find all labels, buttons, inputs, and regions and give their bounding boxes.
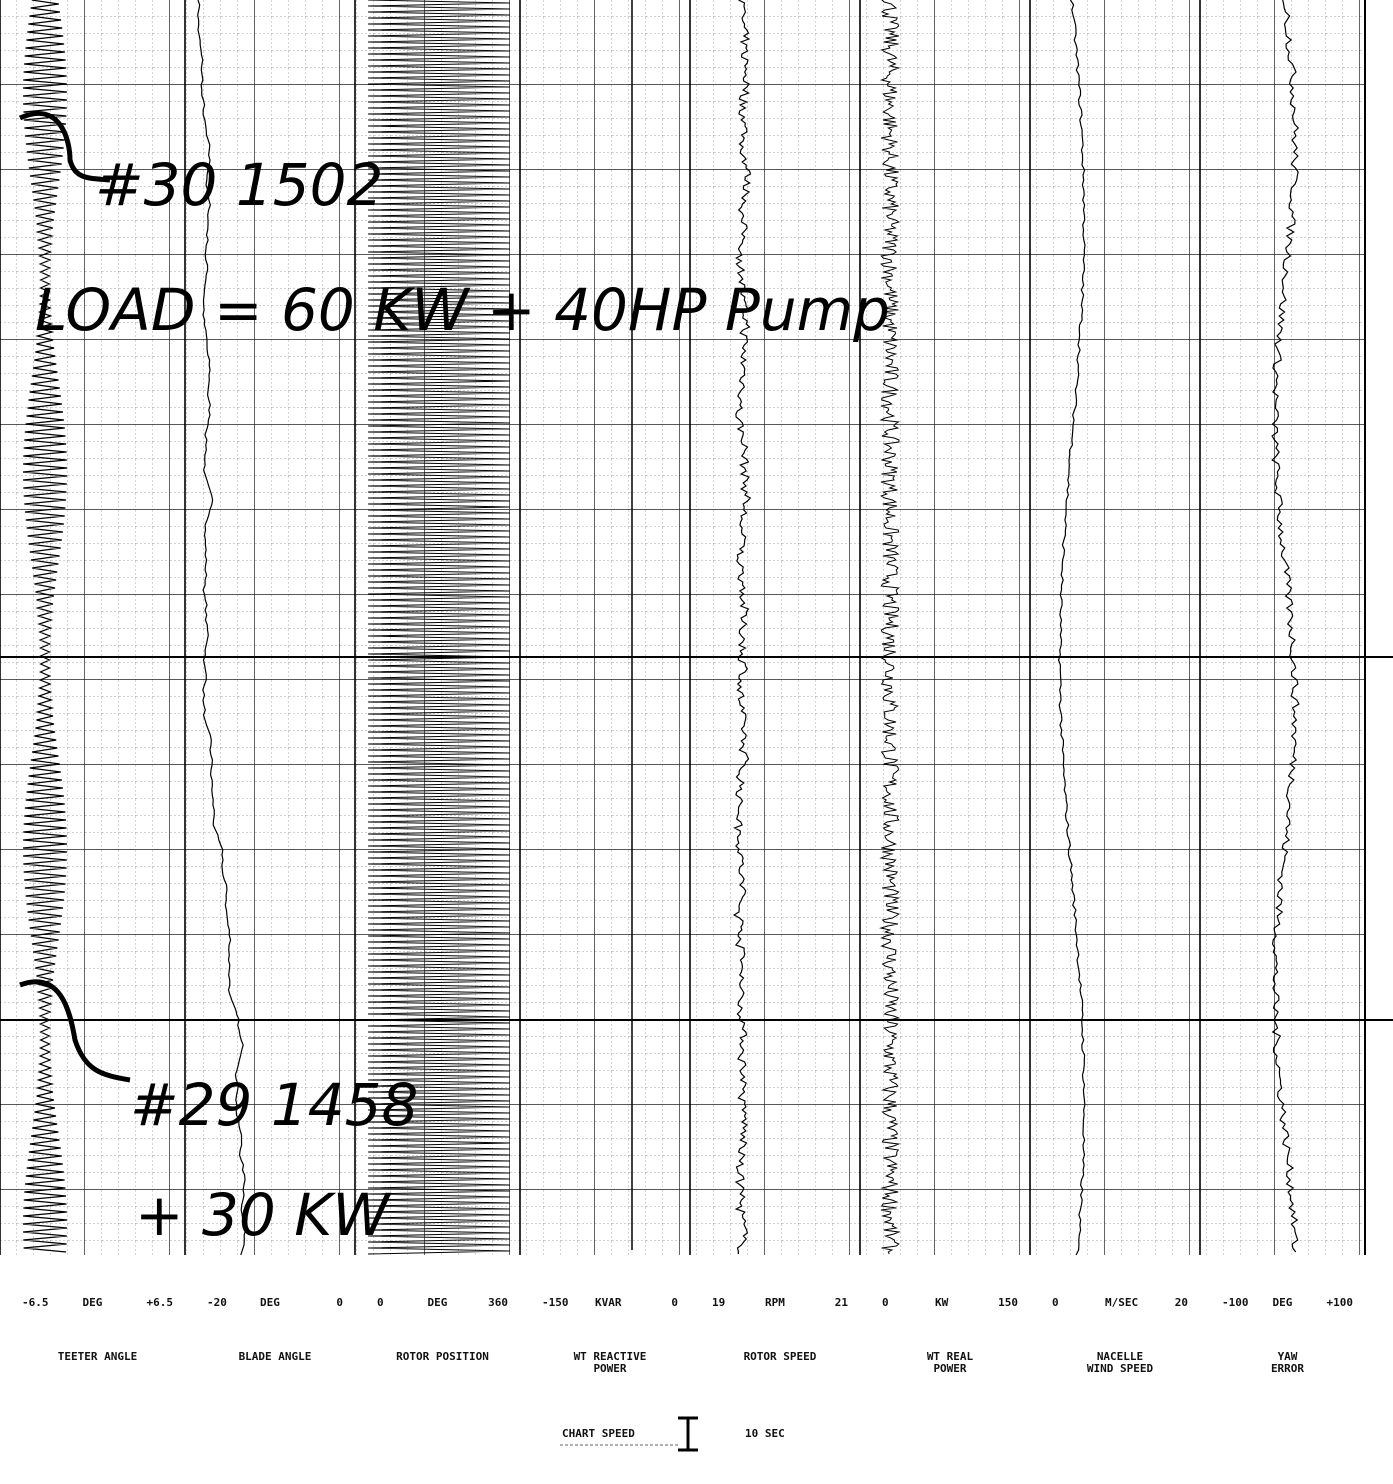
scale-unit: DEG <box>83 1296 103 1309</box>
chart-speed-value: 10 SEC <box>745 1427 785 1440</box>
channel-name: TEETER ANGLE <box>58 1350 137 1363</box>
channel-name: WT REAL <box>927 1350 974 1363</box>
annotation: #29 1458 <box>130 1071 418 1139</box>
scale-max: +100 <box>1327 1296 1354 1309</box>
scale-max: 21 <box>835 1296 849 1309</box>
scale-min: 0 <box>377 1296 384 1309</box>
channel-name: BLADE ANGLE <box>239 1350 312 1363</box>
scale-max: 20 <box>1175 1296 1188 1309</box>
scale-unit: RPM <box>765 1296 785 1309</box>
scale-max: 0 <box>671 1296 678 1309</box>
annotation: + 30 KW <box>135 1181 392 1249</box>
scale-unit: DEG <box>1273 1296 1293 1309</box>
scale-min: 0 <box>1052 1296 1059 1309</box>
channel-name: ROTOR POSITION <box>396 1350 489 1363</box>
scale-max: 360 <box>488 1296 508 1309</box>
bracket <box>19 979 131 1083</box>
annotation: LOAD = 60 KW + 40HP Pump <box>35 276 890 344</box>
scale-min: -150 <box>542 1296 569 1309</box>
scale-max: 150 <box>998 1296 1018 1309</box>
scale-min: 19 <box>712 1296 725 1309</box>
scale-min: -20 <box>207 1296 227 1309</box>
trace <box>197 0 247 1256</box>
scale-min: -6.5 <box>22 1296 49 1309</box>
speed-bar <box>678 1416 698 1452</box>
trace <box>1271 0 1300 1253</box>
scale-unit: KW <box>935 1296 949 1309</box>
scale-unit: DEG <box>428 1296 448 1309</box>
scale-unit: M/SEC <box>1105 1296 1138 1309</box>
channel-name: ERROR <box>1271 1362 1304 1375</box>
scale-unit: DEG <box>260 1296 280 1309</box>
trace <box>22 0 68 1253</box>
traces <box>22 0 1300 1256</box>
bracket <box>18 110 111 183</box>
scale-min: -100 <box>1222 1296 1249 1309</box>
trace <box>732 0 752 1255</box>
channel-name: ROTOR SPEED <box>744 1350 817 1363</box>
chart-speed-label: CHART SPEED <box>562 1427 635 1440</box>
scale-min: 0 <box>882 1296 889 1309</box>
scale-max: +6.5 <box>147 1296 174 1309</box>
scale-max: 0 <box>336 1296 343 1309</box>
channel-name: NACELLE <box>1097 1350 1143 1363</box>
channel-name: YAW <box>1278 1350 1298 1363</box>
channel-name: POWER <box>933 1362 966 1375</box>
annotation: #30 1502 <box>95 151 383 219</box>
scale-unit: KVAR <box>595 1296 622 1309</box>
channel-name: POWER <box>593 1362 626 1375</box>
major-grid <box>0 0 1365 1255</box>
channel-name: WT REACTIVE <box>574 1350 647 1363</box>
channel-name: WIND SPEED <box>1087 1362 1154 1375</box>
trace <box>1057 0 1086 1256</box>
channel-labels: -6.5 DEG +6.5 TEETER ANGLE -20 DEG 0 BLADE ANGL… <box>0 0 1353 1375</box>
trace <box>367 0 511 1255</box>
trace <box>879 0 901 1255</box>
